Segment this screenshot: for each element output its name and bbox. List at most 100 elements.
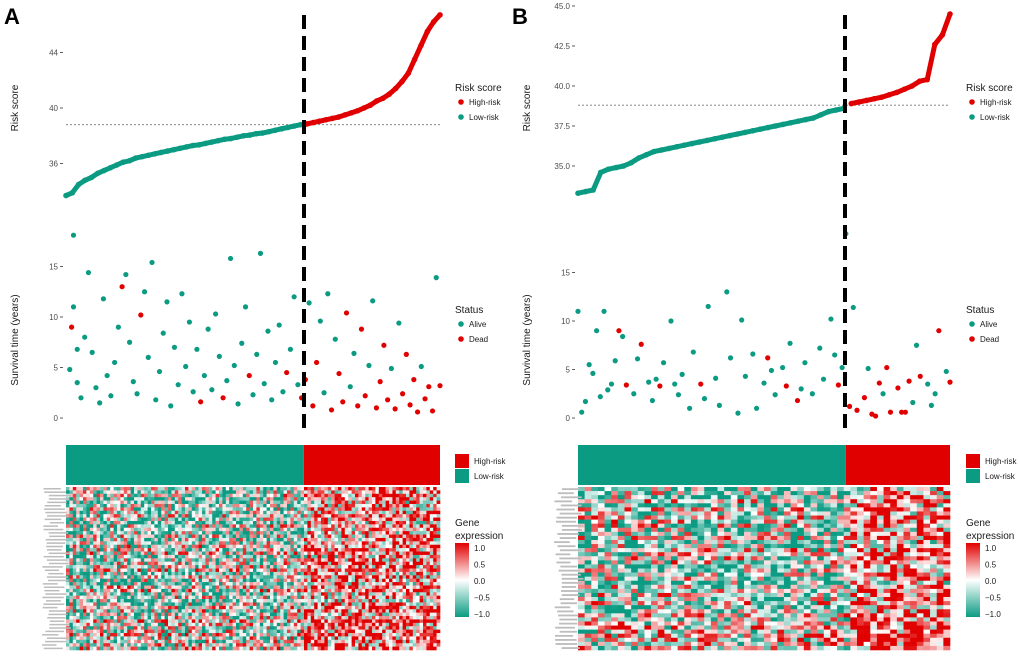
survival-point-dead [374, 405, 379, 410]
heatmap-cell [239, 535, 243, 539]
heatmap-cell [144, 626, 148, 630]
heatmap-cell [379, 630, 383, 634]
heatmap-cell [178, 562, 182, 566]
heatmap-cell [338, 596, 342, 600]
heatmap-cell [103, 572, 107, 576]
heatmap-cell [182, 555, 186, 559]
heatmap-cell [66, 606, 70, 610]
heatmap-cell [93, 490, 97, 494]
heatmap-cell [80, 626, 84, 630]
heatmap-cell [233, 572, 237, 576]
heatmap-cell [321, 579, 325, 583]
heatmap-cell [168, 555, 172, 559]
heatmap-cell [287, 535, 291, 539]
heatmap-cell [253, 616, 257, 620]
heatmap-cell [321, 575, 325, 579]
heatmap-cell [399, 545, 403, 549]
heatmap-cell [294, 518, 298, 522]
heatmap-cell [311, 609, 315, 613]
heatmap-cell [165, 613, 169, 617]
heatmap-cell [188, 531, 192, 535]
heatmap-cell [250, 501, 254, 505]
heatmap-cell [358, 558, 362, 562]
heatmap-cell [182, 565, 186, 569]
heatmap-cell [301, 613, 305, 617]
heatmap-cell [307, 511, 311, 515]
heatmap-cell [277, 518, 281, 522]
heatmap-cell [246, 623, 250, 627]
heatmap-cell [144, 630, 148, 634]
heatmap-cell [165, 497, 169, 501]
heatmap-cell [151, 511, 155, 515]
heatmap-cell [137, 504, 141, 508]
heatmap-cell [437, 555, 441, 559]
heatmap-cell [399, 511, 403, 515]
heatmap-cell [256, 606, 260, 610]
heatmap-cell [433, 623, 437, 627]
heatmap-cell [372, 528, 376, 532]
heatmap-cell [277, 616, 281, 620]
heatmap-cell [86, 504, 90, 508]
heatmap-cell [90, 630, 94, 634]
heatmap-cell [256, 501, 260, 505]
heatmap-cell [131, 524, 135, 528]
heatmap-cell [171, 630, 175, 634]
heatmap-cell [277, 548, 281, 552]
heatmap-cell [148, 558, 152, 562]
heatmap-cell [103, 497, 107, 501]
heatmap-cell [144, 504, 148, 508]
heatmap-cell [270, 494, 274, 498]
heatmap-cell [226, 555, 230, 559]
heatmap-cell [389, 555, 393, 559]
heatmap-cell [348, 535, 352, 539]
heatmap-cell [304, 518, 308, 522]
heatmap-cell [236, 589, 240, 593]
survival-point-alive [183, 364, 188, 369]
heatmap-cell [216, 572, 220, 576]
heatmap-cell [124, 630, 128, 634]
heatmap-cell [403, 531, 407, 535]
survival-point-alive [235, 401, 240, 406]
heatmap-cell [253, 572, 257, 576]
heatmap-cell [409, 592, 413, 596]
heatmap-cell [114, 514, 118, 518]
heatmap-cell [328, 518, 332, 522]
heatmap-cell [304, 490, 308, 494]
heatmap-cell [205, 619, 209, 623]
heatmap-cell [205, 490, 209, 494]
heatmap-cell [148, 562, 152, 566]
heatmap-cell [358, 609, 362, 613]
heatmap-cell [141, 538, 145, 542]
heatmap-cell [273, 623, 277, 627]
heatmap-cell [338, 565, 342, 569]
heatmap-cell [175, 623, 179, 627]
heatmap-cell [341, 552, 345, 556]
heatmap-cell [202, 511, 206, 515]
heatmap-cell [107, 575, 111, 579]
gene-name-label [45, 512, 66, 514]
survival-point-alive [172, 345, 177, 350]
heatmap-cell [209, 535, 213, 539]
heatmap-cell [246, 565, 250, 569]
heatmap-cell [86, 630, 90, 634]
heatmap-cell [355, 490, 359, 494]
heatmap-cell [267, 562, 271, 566]
heatmap-cell [324, 569, 328, 573]
heatmap-cell [348, 524, 352, 528]
heatmap-cell [161, 585, 165, 589]
heatmap-cell [348, 521, 352, 525]
heatmap-cell [341, 558, 345, 562]
heatmap-cell [256, 613, 260, 617]
heatmap-cell [348, 616, 352, 620]
heatmap-cell [386, 521, 390, 525]
heatmap-cell [141, 511, 145, 515]
heatmap-cell [416, 494, 420, 498]
heatmap-cell [362, 545, 366, 549]
heatmap-cell [437, 579, 441, 583]
heatmap-cell [437, 524, 441, 528]
heatmap-cell [236, 514, 240, 518]
heatmap-cell [260, 579, 264, 583]
heatmap-cell [93, 626, 97, 630]
heatmap-cell [345, 596, 349, 600]
heatmap-cell [314, 490, 318, 494]
